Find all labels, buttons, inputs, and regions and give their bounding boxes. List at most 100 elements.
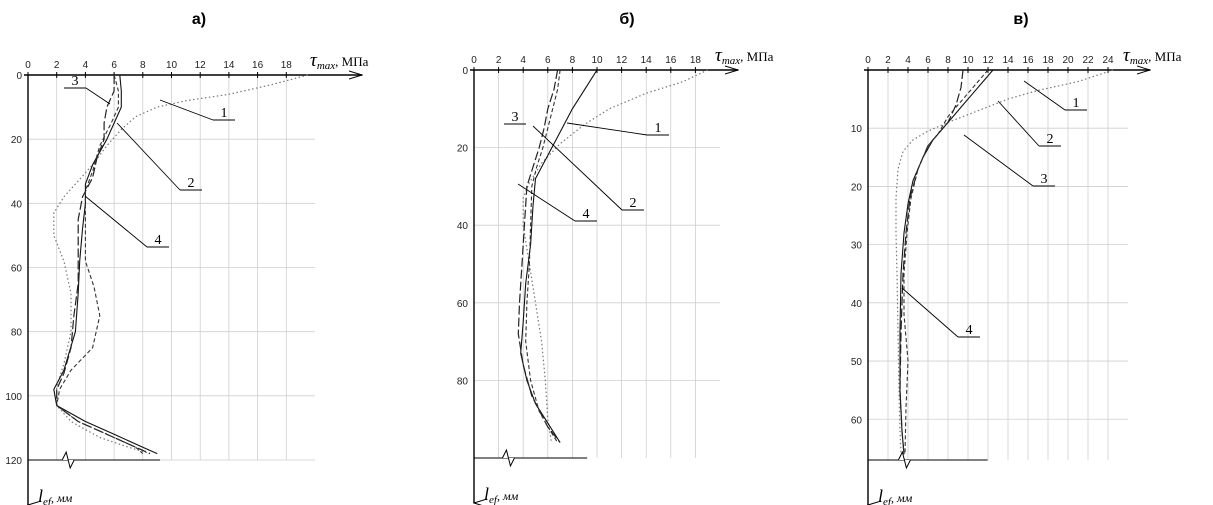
callout-label-3: 3 [72, 74, 79, 89]
x-tick-label: 20 [1062, 55, 1074, 66]
x-tick-label: 14 [1002, 55, 1014, 66]
x-axis-name: τmax, МПа [1123, 45, 1182, 67]
series-line-4 [525, 69, 561, 443]
x-tick-label: 6 [925, 55, 931, 66]
series-line-1 [895, 69, 1114, 455]
series-line-2 [53, 74, 158, 455]
panel-title: б) [619, 11, 634, 28]
x-tick-label: 12 [982, 55, 994, 66]
x-tick-label: 16 [665, 55, 677, 66]
x-tick-label: 0 [471, 55, 477, 66]
callout-leader [1023, 80, 1066, 111]
x-tick-label: 14 [223, 60, 235, 71]
callout-leader [159, 99, 214, 121]
y-tick-label: 0 [462, 66, 468, 77]
callout-leader [901, 287, 959, 338]
x-tick-label: 4 [83, 60, 89, 71]
x-tick-label: 22 [1082, 55, 1094, 66]
x-tick-label: 6 [545, 55, 551, 66]
x-tick-label: 10 [591, 55, 603, 66]
callout-label-2: 2 [188, 176, 195, 191]
x-axis-name: τmax, МПа [310, 50, 369, 72]
callout-label-1: 1 [655, 121, 662, 136]
y-axis-name: lef, мм [38, 486, 73, 505]
x-tick-label: 10 [166, 60, 178, 71]
y-axis-name: lef, мм [878, 486, 913, 505]
x-tick-label: 4 [905, 55, 911, 66]
y-tick-label: 60 [11, 264, 23, 275]
y-tick-label: 0 [16, 71, 22, 82]
series-line-1 [522, 69, 708, 443]
x-tick-label: 2 [885, 55, 891, 66]
y-tick-label: 40 [851, 299, 863, 310]
axis-break-mark [501, 448, 515, 468]
x-tick-label: 24 [1102, 55, 1114, 66]
series-line-2 [520, 69, 598, 443]
series-line-3 [56, 75, 151, 455]
series-line-3 [899, 69, 964, 455]
callout-leader [517, 183, 576, 222]
callout-leader [532, 125, 623, 211]
x-tick-label: 18 [690, 55, 702, 66]
y-tick-label: 30 [851, 241, 863, 252]
y-tick-label: 120 [5, 456, 22, 467]
y-tick-label: 10 [851, 124, 863, 135]
callout-leader [566, 122, 648, 136]
series-line-2 [899, 69, 994, 455]
x-tick-label: 2 [496, 55, 502, 66]
panel-title: а) [192, 11, 206, 28]
y-tick-label: 20 [11, 135, 23, 146]
x-tick-label: 14 [641, 55, 653, 66]
x-tick-label: 18 [1042, 55, 1054, 66]
y-axis-name: lef, мм [484, 484, 519, 505]
chart-panel-3: 0 2 4 6 8 10 12 14 16 18 20 22 24102030405060в)τmax,… [851, 11, 1182, 505]
panel-title: в) [1013, 11, 1028, 28]
x-tick-label: 12 [616, 55, 628, 66]
callout-leader [84, 195, 148, 248]
x-tick-label: 8 [945, 55, 951, 66]
callout-label-1: 1 [1073, 96, 1080, 111]
series-line-4 [56, 74, 144, 455]
y-tick-label: 60 [851, 415, 863, 426]
callout-label-4: 4 [155, 233, 162, 248]
y-tick-label: 100 [5, 392, 22, 403]
callout-label-3: 3 [512, 110, 519, 125]
series-line-3 [517, 69, 561, 443]
y-tick-label: 40 [457, 221, 469, 232]
y-tick-label: 20 [851, 182, 863, 193]
callout-label-1: 1 [221, 106, 228, 121]
series-line-4 [903, 69, 989, 455]
callout-label-3: 3 [1041, 172, 1048, 187]
y-tick-label: 80 [457, 376, 469, 387]
callout-leader [116, 122, 181, 191]
x-axis-name: τmax, МПа [715, 45, 774, 67]
x-tick-label: 18 [281, 60, 293, 71]
x-tick-label: 6 [111, 60, 117, 71]
callout-label-4: 4 [583, 207, 590, 222]
callout-label-4: 4 [966, 323, 973, 338]
y-tick-label: 80 [11, 328, 23, 339]
callout-label-2: 2 [1047, 132, 1054, 147]
y-tick-label: 20 [457, 144, 469, 155]
y-tick-label: 60 [457, 299, 469, 310]
x-tick-label: 8 [570, 55, 576, 66]
axis-break-mark [61, 450, 75, 470]
axis-break-mark [897, 450, 911, 470]
x-tick-label: 4 [520, 55, 526, 66]
x-tick-label: 8 [140, 60, 146, 71]
x-tick-label: 0 [865, 55, 871, 66]
x-tick-label: 2 [54, 60, 60, 71]
x-tick-label: 12 [195, 60, 207, 71]
series-line-1 [53, 74, 308, 455]
x-tick-label: 16 [1022, 55, 1034, 66]
callout-label-2: 2 [630, 196, 637, 211]
y-tick-label: 50 [851, 357, 863, 368]
x-tick-label: 0 [25, 60, 31, 71]
callout-leader [963, 134, 1034, 187]
x-tick-label: 16 [252, 60, 264, 71]
x-tick-label: 10 [962, 55, 974, 66]
callout-leader [85, 87, 111, 105]
